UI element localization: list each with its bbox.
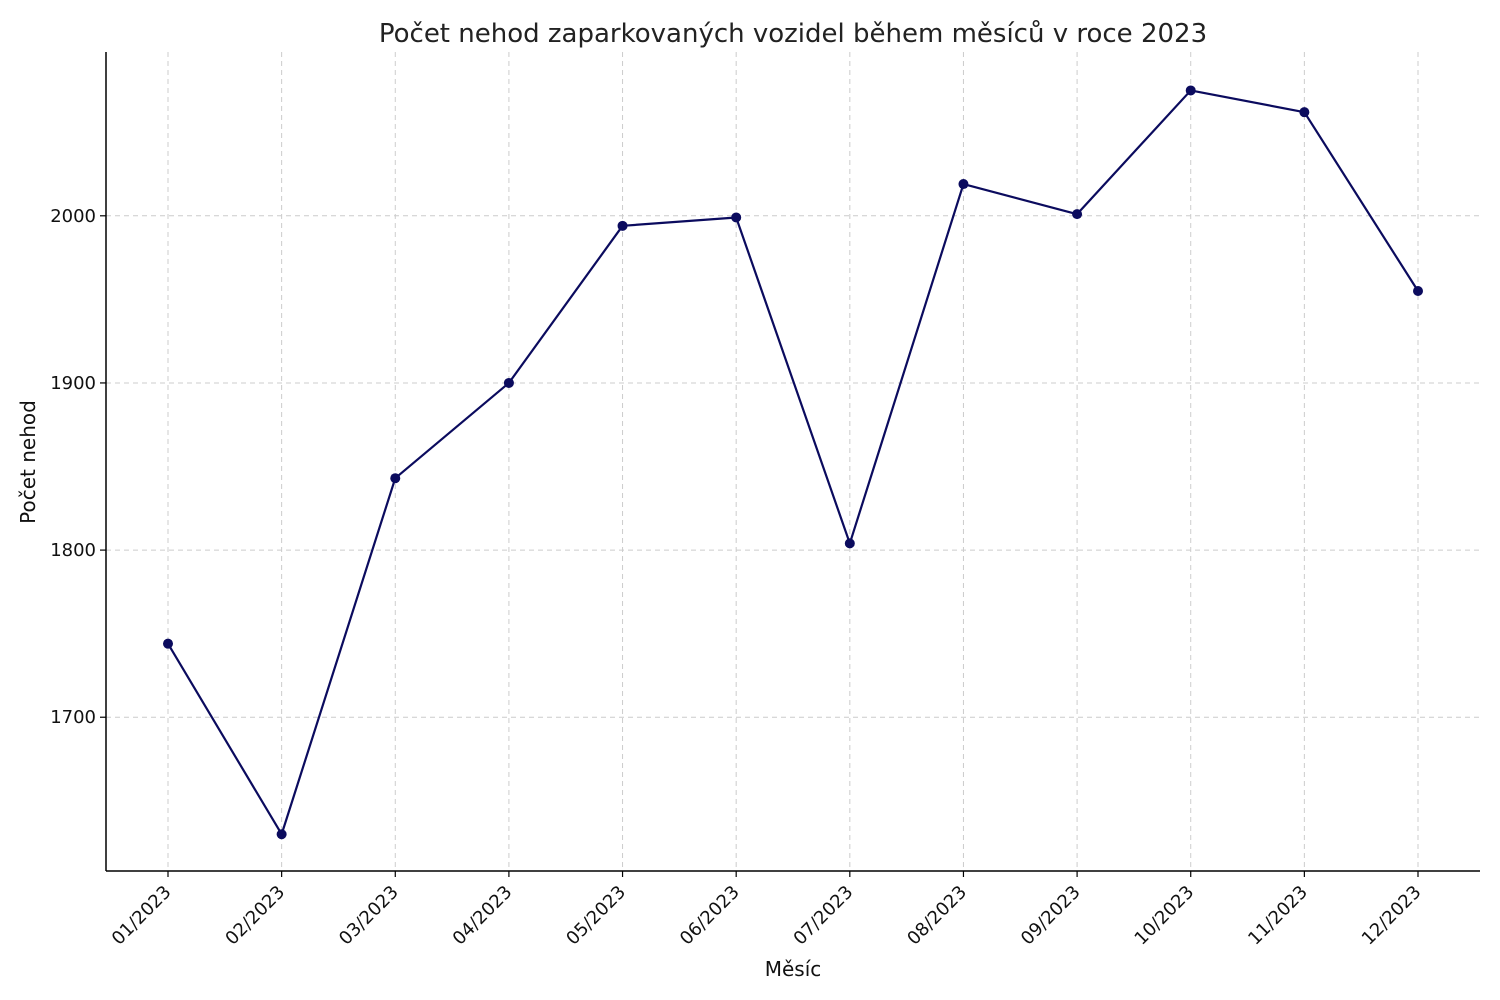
- data-point: [503, 377, 514, 388]
- y-tick-label: 2000: [50, 206, 96, 227]
- y-tick-label: 1800: [50, 540, 96, 561]
- data-point: [276, 829, 287, 840]
- data-point: [1072, 209, 1083, 220]
- ticks: 01/2023 02/2023 03/2023 04/2023 05/2023 06/20…: [50, 206, 1425, 950]
- x-tick-label: 11/2023: [1244, 882, 1312, 950]
- axes: [105, 52, 1480, 872]
- x-tick-label: 01/2023: [108, 882, 176, 950]
- x-axis-label: Měsíc: [765, 957, 822, 981]
- data-point: [958, 179, 969, 190]
- data-point: [731, 212, 742, 223]
- data-point: [617, 220, 628, 231]
- data-point: [390, 473, 401, 484]
- x-tick-label: 02/2023: [221, 882, 289, 950]
- x-tick-label: 04/2023: [449, 882, 517, 950]
- data-point: [1185, 85, 1196, 96]
- x-tick-label: 05/2023: [562, 882, 630, 950]
- x-tick-label: 10/2023: [1131, 882, 1199, 950]
- data-point: [163, 638, 173, 649]
- x-tick-label: 07/2023: [790, 882, 858, 950]
- y-axis-label: Počet nehod: [16, 400, 40, 524]
- grid: [106, 52, 1480, 871]
- x-tick-label: 12/2023: [1358, 882, 1426, 950]
- series-line: [167, 89, 1419, 836]
- x-tick-label: 08/2023: [903, 882, 971, 950]
- y-tick-label: 1900: [50, 373, 96, 394]
- series: [163, 85, 1423, 840]
- chart-title: Počet nehod zaparkovaných vozidel během …: [379, 19, 1207, 49]
- x-tick-label: 09/2023: [1017, 882, 1085, 950]
- data-point: [1299, 107, 1310, 118]
- x-tick-label: 03/2023: [335, 882, 403, 950]
- x-tick-label: 06/2023: [676, 882, 744, 950]
- y-tick-label: 1700: [50, 707, 96, 728]
- data-point: [1413, 286, 1423, 297]
- data-point: [844, 538, 855, 549]
